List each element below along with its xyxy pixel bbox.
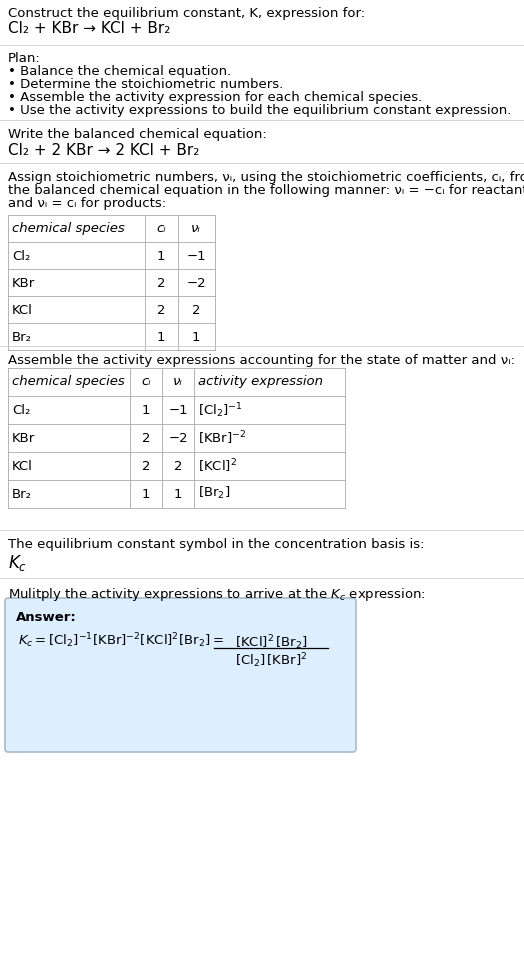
Text: Assign stoichiometric numbers, νᵢ, using the stoichiometric coefficients, cᵢ, fr: Assign stoichiometric numbers, νᵢ, using… (8, 171, 524, 184)
Text: KCl: KCl (12, 304, 33, 317)
Text: $[\mathrm{KCl}]^{2}$: $[\mathrm{KCl}]^{2}$ (198, 457, 237, 475)
Text: Cl₂: Cl₂ (12, 404, 30, 417)
Text: Br₂: Br₂ (12, 331, 32, 344)
Text: • Assemble the activity expression for each chemical species.: • Assemble the activity expression for e… (8, 91, 422, 104)
Text: KCl: KCl (12, 460, 33, 473)
Text: • Balance the chemical equation.: • Balance the chemical equation. (8, 65, 231, 78)
Text: Answer:: Answer: (16, 611, 77, 624)
Text: cᵢ: cᵢ (141, 375, 151, 388)
Text: activity expression: activity expression (198, 375, 323, 388)
Text: 1: 1 (174, 488, 182, 501)
Text: −2: −2 (168, 432, 188, 445)
Text: $K_c$: $K_c$ (8, 553, 27, 573)
Text: 2: 2 (157, 277, 165, 290)
Text: chemical species: chemical species (12, 222, 125, 235)
Text: Br₂: Br₂ (12, 488, 32, 501)
Text: 1: 1 (142, 404, 150, 417)
Text: • Use the activity expressions to build the equilibrium constant expression.: • Use the activity expressions to build … (8, 104, 511, 117)
Text: Cl₂: Cl₂ (12, 250, 30, 263)
Text: Cl₂ + KBr → KCl + Br₂: Cl₂ + KBr → KCl + Br₂ (8, 21, 170, 36)
Text: $K_c = [\mathrm{Cl_2}]^{-1} [\mathrm{KBr}]^{-2} [\mathrm{KCl}]^{2} [\mathrm{Br_2: $K_c = [\mathrm{Cl_2}]^{-1} [\mathrm{KBr… (18, 631, 224, 650)
Text: 2: 2 (142, 432, 150, 445)
Text: • Determine the stoichiometric numbers.: • Determine the stoichiometric numbers. (8, 78, 283, 91)
Text: KBr: KBr (12, 432, 35, 445)
Text: 2: 2 (192, 304, 200, 317)
Text: Cl₂ + 2 KBr → 2 KCl + Br₂: Cl₂ + 2 KBr → 2 KCl + Br₂ (8, 143, 199, 158)
Text: $[\mathrm{KBr}]^{-2}$: $[\mathrm{KBr}]^{-2}$ (198, 429, 246, 447)
Text: $[\mathrm{KCl}]^{2}\,[\mathrm{Br_2}]$: $[\mathrm{KCl}]^{2}\,[\mathrm{Br_2}]$ (235, 633, 308, 652)
Text: 1: 1 (142, 488, 150, 501)
Text: The equilibrium constant symbol in the concentration basis is:: The equilibrium constant symbol in the c… (8, 538, 424, 551)
Text: $[\mathrm{Cl_2}]\,[\mathrm{KBr}]^{2}$: $[\mathrm{Cl_2}]\,[\mathrm{KBr}]^{2}$ (235, 651, 307, 670)
Text: Assemble the activity expressions accounting for the state of matter and νᵢ:: Assemble the activity expressions accoun… (8, 354, 515, 367)
Text: Construct the equilibrium constant, K, expression for:: Construct the equilibrium constant, K, e… (8, 7, 365, 20)
Text: $[\mathrm{Br_2}]$: $[\mathrm{Br_2}]$ (198, 485, 230, 501)
Text: and νᵢ = cᵢ for products:: and νᵢ = cᵢ for products: (8, 197, 166, 210)
Text: 2: 2 (142, 460, 150, 473)
Text: νᵢ: νᵢ (191, 222, 201, 235)
Text: −2: −2 (186, 277, 206, 290)
Text: the balanced chemical equation in the following manner: νᵢ = −cᵢ for reactants: the balanced chemical equation in the fo… (8, 184, 524, 197)
Text: 2: 2 (174, 460, 182, 473)
Text: Write the balanced chemical equation:: Write the balanced chemical equation: (8, 128, 267, 141)
FancyBboxPatch shape (5, 598, 356, 752)
Text: −1: −1 (168, 404, 188, 417)
Text: KBr: KBr (12, 277, 35, 290)
Text: 2: 2 (157, 304, 165, 317)
Text: 1: 1 (157, 331, 165, 344)
Text: νᵢ: νᵢ (173, 375, 183, 388)
Text: 1: 1 (192, 331, 200, 344)
Text: Plan:: Plan: (8, 52, 41, 65)
Text: cᵢ: cᵢ (156, 222, 166, 235)
Text: chemical species: chemical species (12, 375, 125, 388)
Text: Mulitply the activity expressions to arrive at the $K_c$ expression:: Mulitply the activity expressions to arr… (8, 586, 426, 603)
Text: $[\mathrm{Cl_2}]^{-1}$: $[\mathrm{Cl_2}]^{-1}$ (198, 401, 243, 420)
Text: −1: −1 (186, 250, 206, 263)
Text: 1: 1 (157, 250, 165, 263)
